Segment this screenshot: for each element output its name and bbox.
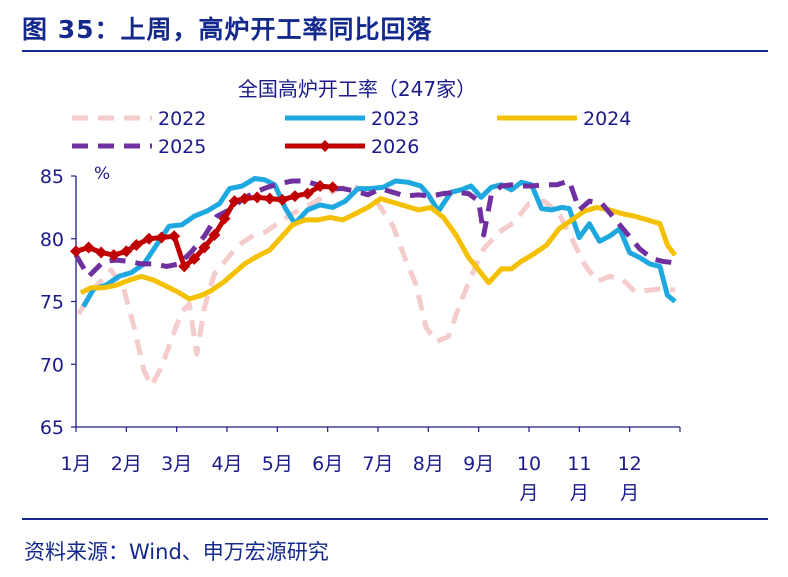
y-tick-label: 75	[40, 292, 64, 314]
data-point-2026	[178, 260, 191, 273]
data-point-2026	[276, 193, 289, 206]
chart-title: 全国高炉开工率（247家）	[238, 77, 476, 101]
x-tick-label: 5月	[262, 453, 293, 475]
data-point-2026	[107, 249, 120, 262]
y-axis-unit-label: %	[94, 164, 110, 184]
data-point-2026	[130, 239, 143, 252]
data-point-2026	[251, 191, 264, 204]
series-line-2024	[79, 196, 677, 302]
y-tick-label: 80	[40, 229, 64, 251]
data-point-2026	[168, 230, 181, 243]
y-tick-label: 70	[40, 354, 64, 376]
x-tick-label: 6月	[312, 453, 343, 475]
data-point-2026	[82, 241, 95, 254]
data-point-2026	[238, 192, 251, 205]
x-tick-label: 12 月	[618, 453, 642, 504]
data-point-2026	[95, 246, 108, 259]
figure-title: 图 35：上周，高炉开工率同比回落	[22, 15, 433, 44]
series-line-2022	[76, 183, 676, 389]
data-point-2026	[314, 180, 327, 193]
source-divider	[22, 518, 768, 520]
x-tick-label: 7月	[362, 453, 393, 475]
data-point-2026	[288, 190, 301, 203]
data-point-2026	[263, 192, 276, 205]
x-tick-label: 2月	[111, 453, 142, 475]
data-point-2026	[208, 228, 221, 241]
x-tick-label: 3月	[161, 453, 192, 475]
y-tick-label: 85	[40, 166, 64, 188]
x-tick-label: 11 月	[567, 453, 591, 504]
x-tick-label: 8月	[413, 453, 444, 475]
chart-axes: 65 70 75 80 85 1月 2月 3月 4月 5月 6月 7月 8月 9月 10 月 11 月 12 月	[40, 166, 681, 504]
data-point-2026	[155, 231, 168, 244]
legend-label-2023: 2023	[371, 108, 419, 130]
data-point-2026	[228, 195, 241, 208]
data-point-2026	[188, 252, 201, 265]
data-point-2026	[198, 241, 211, 254]
data-point-2026	[120, 245, 133, 258]
legend-label-2025: 2025	[158, 136, 206, 158]
x-tick-label: 9月	[463, 453, 494, 475]
x-tick-label: 1月	[60, 453, 91, 475]
x-tick-label: 4月	[211, 453, 242, 475]
series-line-2025	[73, 178, 673, 279]
chart-legend: 2022 2023 2024 2025 2026	[72, 108, 631, 158]
data-point-2026	[218, 212, 231, 225]
source-note: 资料来源：Wind、申万宏源研究	[24, 540, 329, 564]
chart-series	[70, 176, 677, 389]
data-point-2026	[326, 181, 339, 194]
legend-marker-2026	[319, 140, 331, 152]
data-point-2026	[142, 232, 155, 245]
x-tick-label: 10 月	[517, 453, 541, 504]
data-point-2026	[70, 245, 82, 258]
title-divider	[22, 50, 768, 52]
series-line-2023	[81, 176, 677, 308]
y-tick-label: 65	[40, 417, 64, 439]
legend-label-2024: 2024	[583, 108, 631, 130]
legend-label-2026: 2026	[371, 136, 419, 158]
data-point-2026	[301, 187, 314, 200]
legend-label-2022: 2022	[158, 108, 206, 130]
